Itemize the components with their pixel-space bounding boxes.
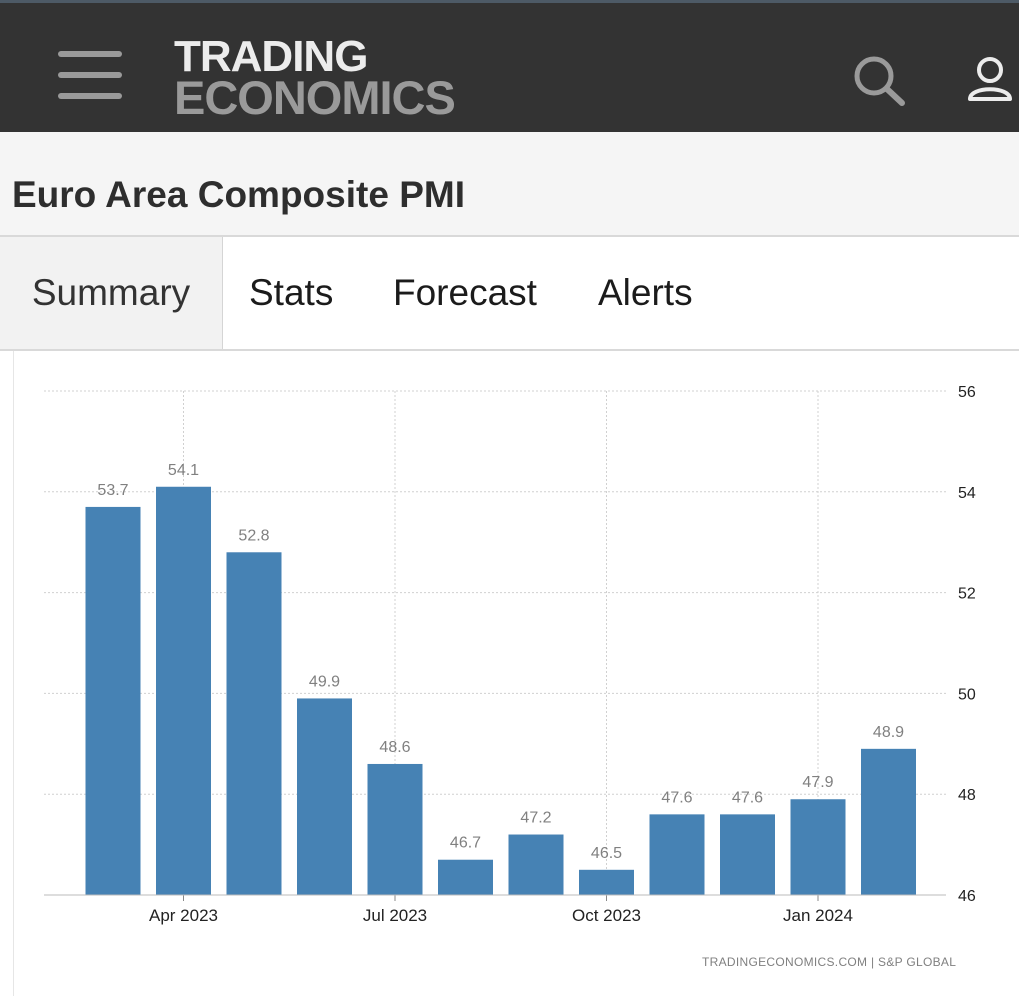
tab-forecast[interactable]: Forecast xyxy=(393,272,537,313)
chart-container: 46 48 50 52 54 56 Apr 2023 Jul 2023 Oct 2023 Jan … xyxy=(0,351,1019,996)
bar-value-label: 47.6 xyxy=(661,789,692,806)
y-tick-label: 52 xyxy=(958,586,976,603)
bar xyxy=(720,814,775,895)
bar-value-label: 47.2 xyxy=(520,810,551,827)
tab-alerts[interactable]: Alerts xyxy=(598,272,693,313)
bar-value-label: 49.9 xyxy=(309,673,340,690)
bar-value-label: 47.9 xyxy=(802,774,833,791)
x-tick-label: Jul 2023 xyxy=(363,906,427,925)
x-tick-label: Oct 2023 xyxy=(572,906,641,925)
logo-line-2: ECONOMICS xyxy=(174,70,456,124)
bar-value-label: 46.5 xyxy=(591,845,622,862)
bar xyxy=(226,552,282,895)
x-tick-label: Jan 2024 xyxy=(783,906,853,925)
user-icon[interactable] xyxy=(966,55,1014,103)
bar xyxy=(579,869,634,895)
chart-left-border xyxy=(13,351,14,996)
top-navigation-bar: TRADING ECONOMICS xyxy=(0,0,1019,132)
tab-bar: Summary Stats Forecast Alerts xyxy=(0,237,1019,351)
bar-value-label: 48.6 xyxy=(379,739,410,756)
y-tick-label: 50 xyxy=(958,686,976,703)
y-tick-label: 46 xyxy=(958,888,976,905)
bar xyxy=(85,506,141,895)
tab-stats[interactable]: Stats xyxy=(249,272,334,313)
y-tick-label: 54 xyxy=(958,485,976,502)
hamburger-menu-icon[interactable] xyxy=(58,47,124,103)
bar xyxy=(297,698,352,895)
bar xyxy=(438,859,493,895)
bar xyxy=(649,814,705,895)
search-icon[interactable] xyxy=(852,55,906,107)
bar xyxy=(508,834,564,895)
page-title: Euro Area Composite PMI xyxy=(12,174,465,215)
y-tick-label: 56 xyxy=(958,384,976,401)
chart-credit: TRADINGECONOMICS.COM | S&P GLOBAL xyxy=(702,955,957,969)
tab-summary[interactable]: Summary xyxy=(0,237,223,349)
bar-value-label: 52.8 xyxy=(238,527,269,544)
bar xyxy=(156,486,211,895)
bar-value-label: 53.7 xyxy=(97,482,128,499)
trading-economics-logo[interactable]: TRADING ECONOMICS xyxy=(174,32,456,124)
bar-value-label: 54.1 xyxy=(168,462,199,479)
bar-value-label: 47.6 xyxy=(732,789,763,806)
logo-line-1: TRADING xyxy=(174,32,368,81)
pmi-bar-chart: 46 48 50 52 54 56 Apr 2023 Jul 2023 Oct 2023 Jan … xyxy=(44,384,976,925)
page-title-bar: Euro Area Composite PMI xyxy=(0,132,1019,237)
x-tick-label: Apr 2023 xyxy=(149,906,218,925)
y-tick-label: 48 xyxy=(958,787,976,804)
bar-value-label: 48.9 xyxy=(873,724,904,741)
bar xyxy=(861,748,916,895)
bar xyxy=(790,799,846,895)
bar-value-label: 46.7 xyxy=(450,835,481,852)
bar xyxy=(367,763,423,895)
